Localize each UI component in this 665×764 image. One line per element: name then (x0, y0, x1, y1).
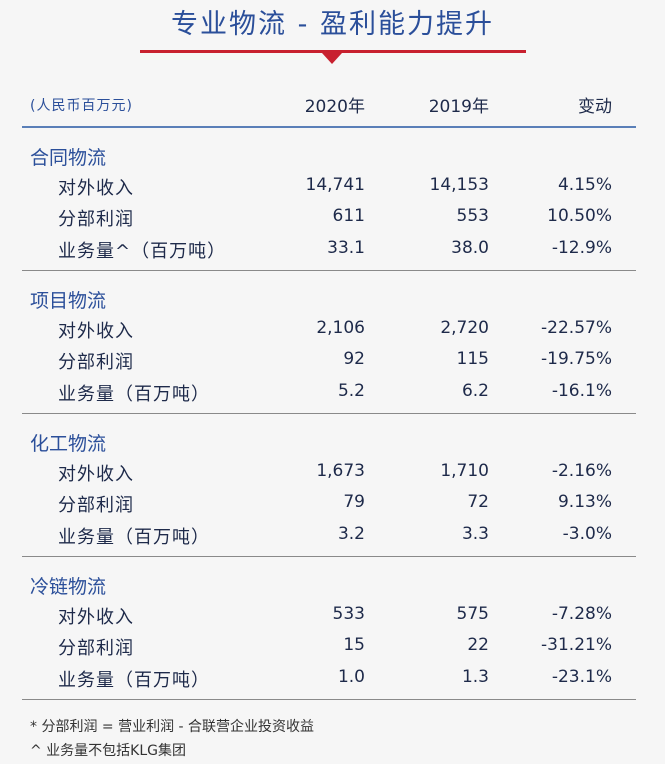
cell-value: -23.1% (551, 667, 612, 687)
row-label: 对外收入 (58, 178, 134, 199)
cell-value: -31.21% (541, 635, 612, 655)
cell-value: -2.16% (551, 461, 612, 481)
cell-value: 72 (467, 492, 489, 512)
cell-value: 38.0 (451, 238, 489, 258)
cell-value: 3.3 (461, 524, 489, 544)
cell-value: 611 (332, 206, 365, 226)
cell-value: 79 (343, 492, 365, 512)
cell-value: 33.1 (327, 238, 365, 258)
cell-value: -3.0% (562, 524, 612, 544)
cell-value: 1,710 (440, 461, 489, 481)
cell-value: 15 (343, 635, 365, 655)
cell-value: 6.2 (461, 381, 489, 401)
title-rule (140, 50, 526, 53)
cell-value: 3.2 (337, 524, 365, 544)
cell-value: 14,741 (305, 175, 365, 195)
column-header: 变动 (578, 97, 612, 117)
row-label: 分部利润 (58, 638, 134, 659)
row-label: 对外收入 (58, 464, 134, 485)
cell-value: -12.9% (551, 238, 612, 258)
row-label: 业务量^（百万吨） (58, 241, 227, 262)
section-rule (22, 270, 636, 271)
row-label: 业务量（百万吨） (58, 527, 210, 548)
row-label: 对外收入 (58, 321, 134, 342)
cell-value: 1,673 (316, 461, 365, 481)
title: 专业物流 - 盈利能力提升 (171, 9, 494, 40)
cell-value: 2,720 (440, 318, 489, 338)
footnote: ^ 业务量不包括KLG集团 (30, 743, 187, 759)
cell-value: 1.3 (461, 667, 489, 687)
cell-value: 2,106 (316, 318, 365, 338)
cell-value: 9.13% (557, 492, 612, 512)
section-title: 化工物流 (30, 433, 107, 455)
cell-value: 10.50% (547, 206, 612, 226)
cell-value: 14,153 (429, 175, 489, 195)
cell-value: 92 (343, 349, 365, 369)
cell-value: 5.2 (337, 381, 365, 401)
cell-value: 115 (456, 349, 489, 369)
footnote: * 分部利润 = 营业利润 - 合联营企业投资收益 (30, 719, 315, 735)
column-header: 2019年 (428, 97, 489, 117)
row-label: 分部利润 (58, 495, 134, 516)
cell-value: 22 (467, 635, 489, 655)
section-title: 合同物流 (30, 147, 107, 169)
section-title: 冷链物流 (30, 576, 107, 598)
column-header: 2020年 (304, 97, 365, 117)
row-label: 业务量（百万吨） (58, 384, 210, 405)
cell-value: 575 (456, 604, 489, 624)
section-rule (22, 699, 636, 700)
cell-value: 533 (332, 604, 365, 624)
section-rule (22, 413, 636, 414)
row-label: 分部利润 (58, 352, 134, 373)
row-label: 分部利润 (58, 209, 134, 230)
unit-label: (人民币百万元) (30, 98, 133, 114)
cell-value: -16.1% (551, 381, 612, 401)
title-marker (322, 53, 342, 64)
row-label: 业务量（百万吨） (58, 670, 210, 691)
cell-value: -22.57% (541, 318, 612, 338)
section-rule (22, 556, 636, 557)
cell-value: -19.75% (541, 349, 612, 369)
cell-value: -7.28% (551, 604, 612, 624)
cell-value: 4.15% (557, 175, 612, 195)
row-label: 对外收入 (58, 607, 134, 628)
section-title: 项目物流 (30, 290, 107, 312)
header-rule (22, 126, 636, 128)
cell-value: 553 (456, 206, 489, 226)
cell-value: 1.0 (337, 667, 365, 687)
